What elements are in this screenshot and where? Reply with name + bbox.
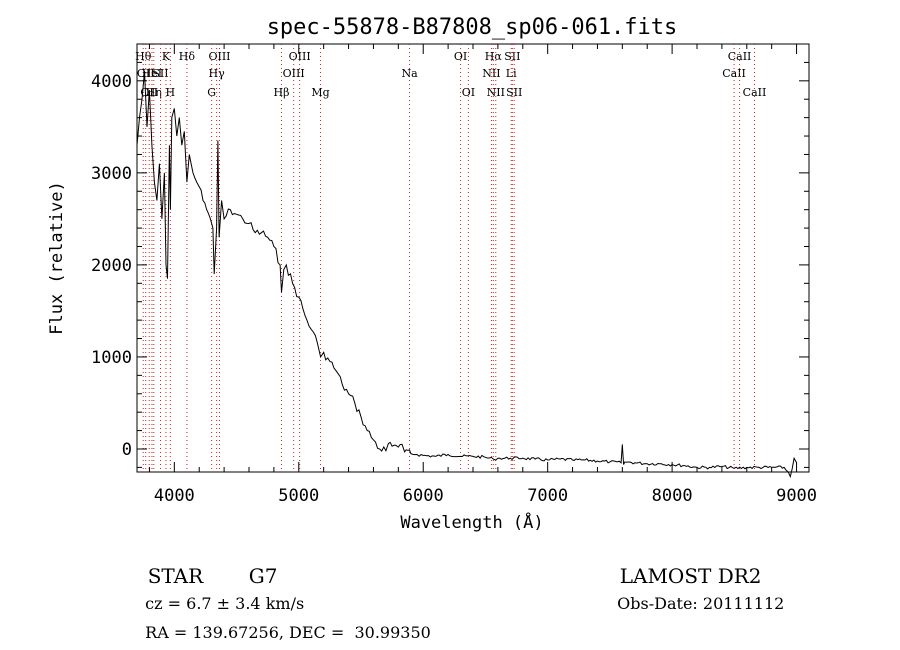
redshift-value: cz = 6.7 ± 3.4 km/s (145, 594, 305, 613)
y-tick-label: 0 (122, 440, 132, 460)
line-marker-label: SII (504, 50, 520, 63)
y-tick-label: 1000 (91, 348, 132, 368)
survey-name-value: LAMOST DR2 (619, 564, 762, 588)
line-marker-label: NII (487, 86, 505, 99)
line-marker-label: CaII (722, 67, 746, 80)
line-marker-label: Hα (485, 50, 503, 63)
survey-name: LAMOST DR2 (607, 540, 762, 588)
y-tick-label: 2000 (91, 256, 132, 276)
line-marker-label: Li (506, 67, 517, 80)
line-marker-label: Na (401, 67, 418, 80)
line-marker-label: OII (137, 67, 155, 80)
x-tick-label: 6000 (403, 486, 444, 506)
subclass-value: G7 (248, 564, 278, 588)
line-marker-label: K (162, 50, 171, 63)
line-marker-label: CaII (743, 86, 767, 99)
axis-ticks: 4000 5000 6000 7000 8000 9000 0 1000 2000 3000 400… (91, 43, 817, 506)
redshift-text: cz = 6.7 ± 3.4 km/s (135, 575, 304, 613)
plot-frame (136, 43, 810, 473)
line-marker-label: OI (454, 50, 467, 63)
line-marker-label: SII (506, 86, 522, 99)
x-tick-label: 4000 (154, 486, 195, 506)
line-marker-label: NII (482, 67, 500, 80)
line-marker-label: SII (152, 67, 168, 80)
spectrum-line (136, 71, 798, 479)
object-class-value: STAR (147, 564, 204, 588)
line-marker-label: G (207, 86, 216, 99)
line-marker-label: Hβ (274, 86, 290, 99)
x-tick-label: 7000 (527, 486, 568, 506)
chart-title: spec-55878-B87808_sp06-061.fits (267, 15, 678, 40)
line-marker-label: H (166, 86, 176, 99)
object-class: STAR (135, 540, 203, 588)
line-marker-label: Hγ (209, 67, 226, 80)
y-axis-label: Flux (relative) (47, 181, 67, 335)
x-tick-label: 5000 (278, 486, 319, 506)
line-marker-label: OI (462, 86, 475, 99)
x-tick-label: 9000 (776, 486, 817, 506)
line-marker-label: OIII (208, 50, 230, 63)
coordinates: RA = 139.67256, DEC = 30.99350 (135, 604, 431, 642)
subclass: G7 (236, 540, 278, 588)
line-marker-label: Hθ (135, 50, 152, 63)
line-marker-label: CaII (728, 50, 752, 63)
line-marker-label: OIII (283, 67, 305, 80)
x-axis-label: Wavelength (Å) (400, 511, 543, 533)
y-tick-label: 4000 (91, 72, 132, 92)
line-markers: HθOIIOIIHeIHηSIIKHHδGHγOIIIHβOIIIOIIIMgN… (135, 44, 766, 472)
x-tick-label: 8000 (652, 486, 693, 506)
obs-date: Obs-Date: 20111112 (607, 575, 784, 613)
line-marker-label: Hδ (179, 50, 196, 63)
line-marker-label: Mg (311, 86, 329, 99)
line-marker-label: OIII (289, 50, 311, 63)
line-marker-label: Hη (146, 86, 162, 99)
obs-date-value: Obs-Date: 20111112 (617, 594, 785, 613)
y-tick-label: 3000 (91, 164, 132, 184)
coordinates-value: RA = 139.67256, DEC = 30.99350 (145, 623, 431, 642)
line-marker-label: HeI (142, 67, 162, 80)
